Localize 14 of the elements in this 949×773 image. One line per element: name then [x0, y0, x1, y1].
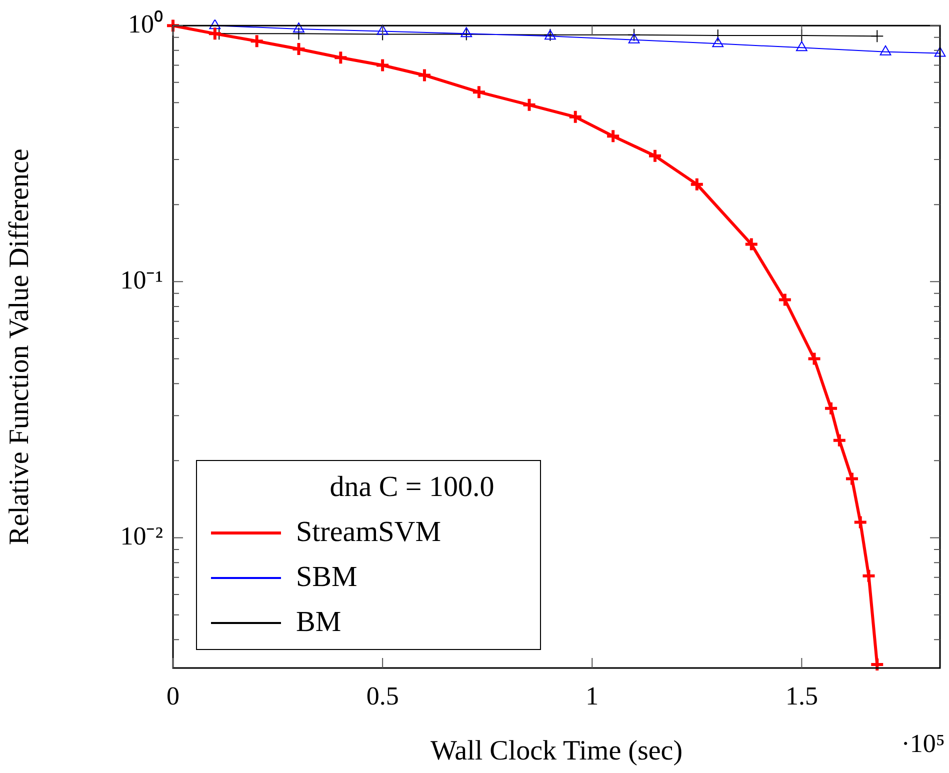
legend-title: dna C = 100.0: [328, 471, 496, 504]
legend-label: SBM: [296, 561, 358, 594]
y-axis-title: Relative Function Value Difference: [4, 148, 36, 545]
x-tick-label: 0: [166, 681, 180, 710]
legend-label: StreamSVM: [296, 516, 441, 549]
x-tick-label: 0.5: [366, 681, 399, 710]
y-tick-label: 10⁻¹: [120, 266, 163, 295]
x-axis-title: Wall Clock Time (sec): [430, 736, 683, 767]
x-tick-label: 1: [586, 681, 599, 710]
x-tick-label: 1.5: [785, 681, 818, 710]
text: ·10⁵: [901, 729, 945, 758]
y-tick-label: 10⁻²: [120, 522, 164, 551]
y-tick-label: 10⁰: [128, 9, 163, 38]
legend-label: BM: [296, 606, 342, 639]
